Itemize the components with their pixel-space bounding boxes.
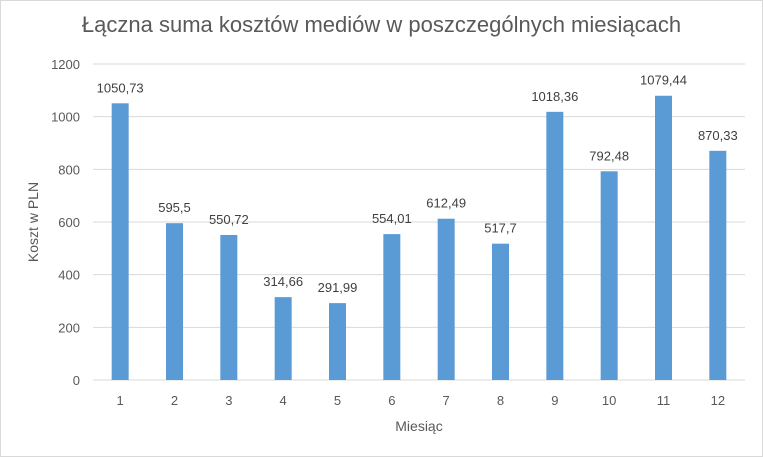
y-tick-label: 400 (58, 268, 80, 283)
bar-month-5 (329, 303, 346, 380)
bar-month-6 (383, 234, 401, 380)
x-tick-label: 7 (443, 393, 450, 408)
data-label: 554,01 (372, 211, 412, 226)
data-label: 550,72 (209, 212, 249, 227)
y-axis-ticks: 0 200 400 600 800 1000 1200 (51, 57, 80, 388)
y-tick-label: 0 (73, 373, 80, 388)
x-tick-label: 8 (497, 393, 504, 408)
bar-month-1 (111, 103, 129, 380)
bar-month-11 (655, 95, 672, 380)
bar-month-2 (166, 223, 183, 380)
y-tick-label: 1200 (51, 57, 80, 72)
bar-month-8 (492, 243, 509, 380)
data-label: 870,33 (698, 128, 738, 143)
x-axis-ticks: 1 2 3 4 5 6 7 8 9 10 11 12 (117, 393, 726, 408)
x-tick-label: 2 (171, 393, 178, 408)
data-labels: 1050,73 595,5 550,72 314,66 291,99 554,01 612,… (97, 73, 738, 295)
x-tick-label: 12 (711, 393, 725, 408)
y-tick-label: 600 (58, 215, 80, 230)
x-tick-label: 1 (117, 393, 124, 408)
y-tick-label: 200 (58, 320, 80, 335)
data-label: 792,48 (589, 148, 629, 163)
data-label: 1050,73 (97, 80, 144, 95)
x-tick-label: 6 (388, 393, 395, 408)
x-tick-label: 10 (602, 393, 616, 408)
x-tick-label: 3 (225, 393, 232, 408)
bar-month-12 (709, 150, 727, 380)
gridlines (93, 63, 745, 381)
x-tick-label: 9 (551, 393, 558, 408)
x-axis-title: Miesiąc (395, 418, 442, 434)
bar-month-9 (546, 111, 564, 381)
chart-title: Łączna suma kosztów mediów w poszczególn… (81, 12, 682, 37)
y-tick-label: 1000 (51, 110, 80, 125)
data-label: 291,99 (318, 280, 358, 295)
bar-month-4 (274, 297, 292, 380)
bar-month-10 (600, 171, 618, 380)
data-label: 612,49 (426, 196, 466, 211)
data-label: 517,7 (484, 221, 517, 236)
x-tick-label: 5 (334, 393, 341, 408)
y-tick-label: 800 (58, 162, 80, 177)
data-label: 314,66 (263, 274, 303, 289)
data-label: 1079,44 (640, 73, 687, 88)
data-label: 1018,36 (531, 89, 578, 104)
x-tick-label: 11 (657, 393, 671, 408)
y-axis-title: Koszt w PLN (25, 182, 41, 262)
bars (111, 95, 727, 381)
data-label: 595,5 (158, 200, 191, 215)
bar-month-7 (437, 218, 455, 380)
bar-month-3 (220, 234, 238, 380)
x-tick-label: 4 (280, 393, 287, 408)
